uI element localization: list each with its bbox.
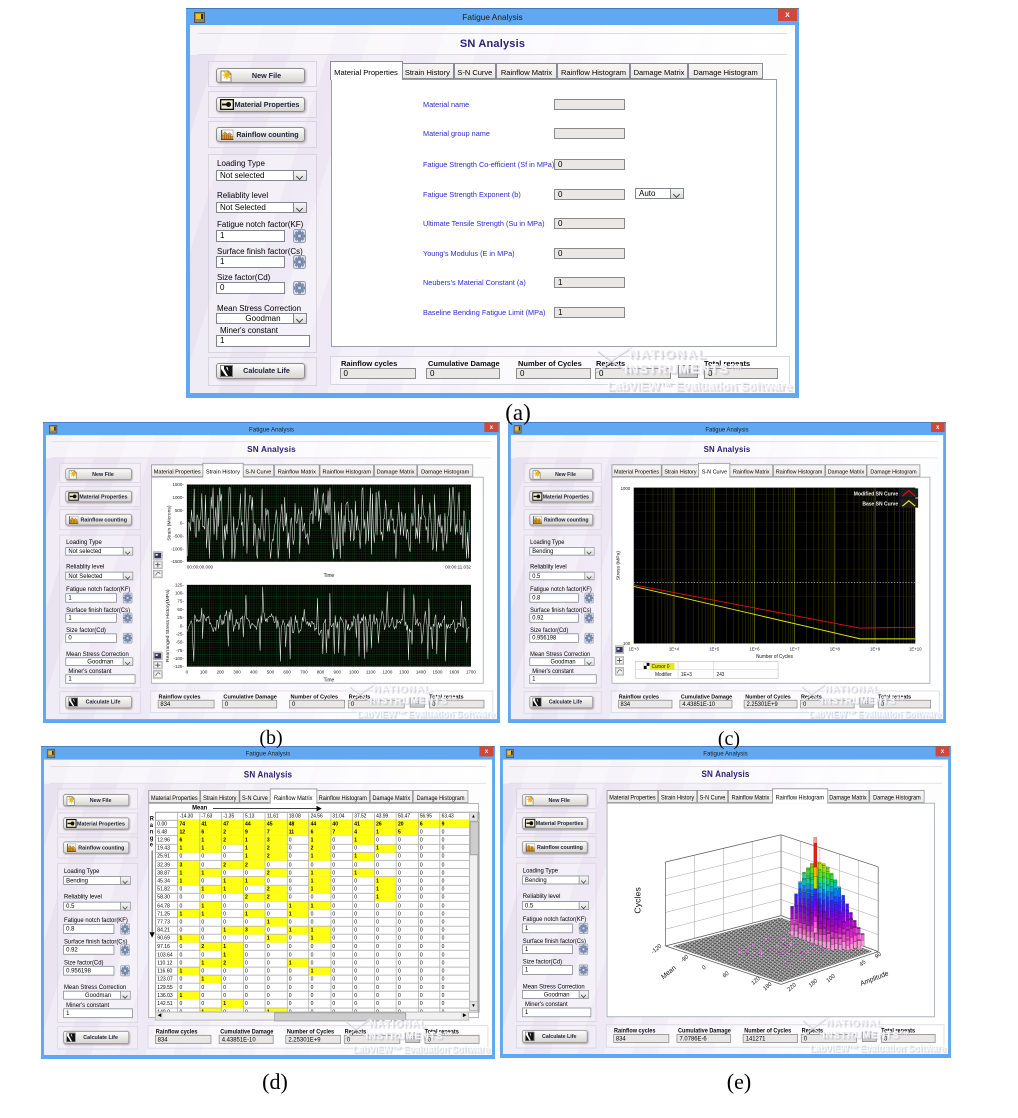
svg-text:-25-: -25- bbox=[176, 631, 184, 636]
svg-text:-125-: -125- bbox=[173, 664, 184, 669]
svg-text:1000: 1000 bbox=[349, 670, 359, 675]
svg-text:200: 200 bbox=[217, 670, 225, 675]
svg-text:-90: -90 bbox=[680, 954, 690, 964]
svg-text:500: 500 bbox=[267, 670, 275, 675]
svg-text:-100-: -100- bbox=[173, 656, 184, 661]
svg-text:800: 800 bbox=[317, 670, 325, 675]
svg-text:25-: 25- bbox=[177, 615, 184, 620]
svg-text:1E+8: 1E+8 bbox=[830, 646, 841, 651]
svg-text:1E+7: 1E+7 bbox=[790, 646, 801, 651]
svg-text:60: 60 bbox=[722, 971, 730, 980]
svg-text:600: 600 bbox=[283, 670, 291, 675]
svg-text:Time: Time bbox=[324, 573, 335, 579]
svg-text:0-: 0- bbox=[180, 521, 184, 526]
svg-text:Amplitude: Amplitude bbox=[860, 970, 890, 988]
svg-text:1500-: 1500- bbox=[172, 482, 184, 487]
svg-text:400: 400 bbox=[250, 670, 258, 675]
svg-text:1E+4: 1E+4 bbox=[669, 646, 680, 651]
svg-text:0: 0 bbox=[701, 965, 707, 972]
svg-text:1200: 1200 bbox=[382, 670, 392, 675]
svg-text:Rearranged Stress History(MPa): Rearranged Stress History(MPa) bbox=[165, 589, 171, 662]
svg-text:1600: 1600 bbox=[449, 670, 459, 675]
svg-text:100-: 100- bbox=[175, 591, 184, 596]
svg-text:120: 120 bbox=[751, 976, 762, 987]
svg-text:1700: 1700 bbox=[466, 670, 476, 675]
svg-text:300: 300 bbox=[233, 670, 241, 675]
svg-text:1E+3: 1E+3 bbox=[681, 672, 692, 678]
svg-text:90: 90 bbox=[874, 951, 882, 960]
svg-text:1500: 1500 bbox=[433, 670, 443, 675]
svg-text:900: 900 bbox=[334, 670, 342, 675]
svg-text:-1500-: -1500- bbox=[171, 559, 184, 564]
svg-text:00:00:11.032: 00:00:11.032 bbox=[445, 565, 471, 570]
svg-text:220: 220 bbox=[787, 982, 798, 993]
svg-text:1E+3: 1E+3 bbox=[629, 646, 640, 651]
svg-text:-1000-: -1000- bbox=[171, 546, 184, 551]
svg-text:75-: 75- bbox=[177, 599, 184, 604]
svg-text:Number of Cycles: Number of Cycles bbox=[756, 654, 793, 660]
svg-text:Strain (Microns): Strain (Microns) bbox=[167, 505, 173, 541]
svg-text:Mean: Mean bbox=[660, 964, 677, 981]
svg-text:100: 100 bbox=[623, 641, 631, 646]
svg-text:Modifier: Modifier bbox=[655, 672, 672, 678]
svg-text:700: 700 bbox=[300, 670, 308, 675]
svg-text:1100: 1100 bbox=[366, 670, 376, 675]
svg-text:-75-: -75- bbox=[176, 648, 184, 653]
svg-text:Base SN Curve: Base SN Curve bbox=[862, 501, 898, 507]
svg-text:100: 100 bbox=[200, 670, 208, 675]
svg-text:Stress (MPa): Stress (MPa) bbox=[616, 551, 622, 581]
svg-text:Modified SN Curve: Modified SN Curve bbox=[854, 491, 898, 497]
svg-text:180: 180 bbox=[763, 981, 774, 992]
svg-text:1E+9: 1E+9 bbox=[870, 646, 881, 651]
svg-text:1E+6: 1E+6 bbox=[749, 646, 760, 651]
svg-text:0-: 0- bbox=[180, 623, 184, 628]
svg-text:50-: 50- bbox=[177, 607, 184, 612]
svg-text:-120: -120 bbox=[651, 943, 663, 955]
svg-text:-50-: -50- bbox=[176, 640, 184, 645]
svg-text:1E+5: 1E+5 bbox=[709, 646, 720, 651]
svg-text:1000: 1000 bbox=[621, 486, 631, 491]
svg-text:Cycles: Cycles bbox=[633, 887, 643, 913]
svg-text:0: 0 bbox=[186, 670, 189, 675]
svg-text:1E+10: 1E+10 bbox=[909, 646, 922, 651]
svg-text:45: 45 bbox=[859, 959, 867, 968]
svg-text:Time: Time bbox=[324, 677, 335, 683]
svg-text:125-: 125- bbox=[175, 582, 184, 587]
svg-text:180: 180 bbox=[808, 978, 819, 989]
svg-text:100: 100 bbox=[826, 973, 837, 984]
svg-text:243: 243 bbox=[717, 672, 725, 678]
svg-text:Cursor 0: Cursor 0 bbox=[652, 664, 670, 670]
svg-text:-500-: -500- bbox=[173, 533, 184, 538]
svg-text:00:00:00.000: 00:00:00.000 bbox=[187, 565, 214, 570]
svg-text:1300: 1300 bbox=[399, 670, 409, 675]
svg-text:1400: 1400 bbox=[416, 670, 426, 675]
svg-text:500-: 500- bbox=[175, 508, 184, 513]
svg-text:1000-: 1000- bbox=[172, 495, 184, 500]
